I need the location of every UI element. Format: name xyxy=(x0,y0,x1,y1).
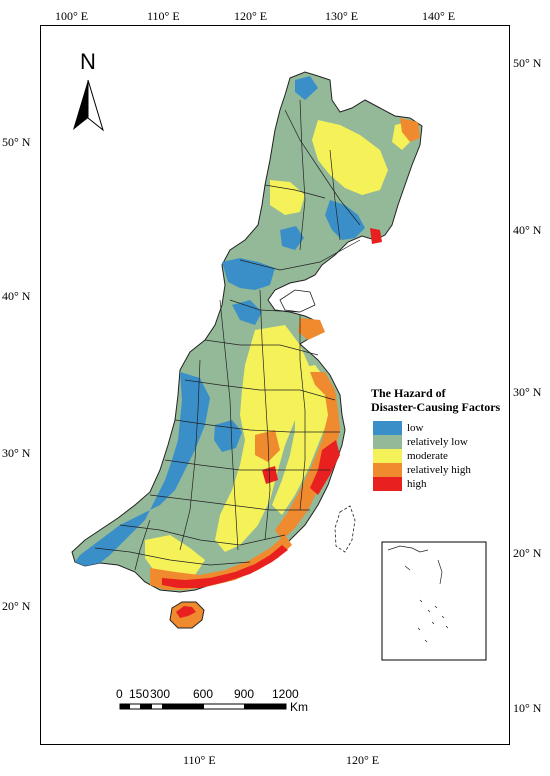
top-lon-label-120: 120° E xyxy=(234,9,268,23)
scale-unit: Km xyxy=(290,700,308,714)
legend-title-line2: Disaster-Causing Factors xyxy=(371,400,501,414)
top-lon-label-130: 130° E xyxy=(325,9,359,23)
legend-swatch-high xyxy=(373,477,402,491)
legend-label-low: low xyxy=(407,422,424,434)
right-lat-label-30: 30° N xyxy=(513,385,542,399)
legend-swatch-relatively-high xyxy=(373,463,402,477)
legend-title: The Hazard of Disaster-Causing Factors xyxy=(371,386,500,414)
scale-tick-300: 300 xyxy=(150,687,171,701)
zone-relhigh-south-coast xyxy=(150,535,292,590)
inset-coastline xyxy=(387,545,449,643)
legend-swatch-relatively-low xyxy=(373,435,402,449)
legend-swatch-low xyxy=(373,421,402,435)
zone-high-east xyxy=(310,440,340,495)
zone-moderate-northeast xyxy=(312,120,388,195)
left-lat-label-40: 40° N xyxy=(2,289,31,303)
legend-label-high: high xyxy=(407,478,427,490)
south-china-sea-inset xyxy=(381,541,487,661)
right-lat-label-40: 40° N xyxy=(513,223,542,237)
bohai-sea xyxy=(279,289,316,313)
zone-high-south xyxy=(162,545,288,588)
right-lat-label-50: 50° N xyxy=(513,56,542,70)
left-lat-label-20: 20° N xyxy=(2,599,31,613)
top-lon-label-110: 110° E xyxy=(147,9,180,23)
scale-tick-1200: 1200 xyxy=(272,687,299,701)
top-lon-label-140: 140° E xyxy=(422,9,456,23)
taiwan-outline xyxy=(334,505,356,553)
admin-boundaries xyxy=(94,99,361,571)
top-lon-label-100: 100° E xyxy=(55,9,89,23)
right-lat-label-10: 10° N xyxy=(513,701,542,715)
zone-moderate-coast xyxy=(272,365,332,515)
legend-label-relatively-low: relatively low xyxy=(407,436,468,448)
legend-swatch-moderate xyxy=(373,449,402,463)
zone-low-southwest xyxy=(75,372,210,566)
zone-low-northeast xyxy=(325,200,365,240)
legend-label-moderate: moderate xyxy=(407,450,448,462)
bottom-lon-label-110: 110° E xyxy=(183,753,216,767)
scale-bar-graphic xyxy=(119,703,287,710)
north-arrow-icon xyxy=(73,79,104,132)
scale-tick-150: 150 xyxy=(129,687,150,701)
legend-title-line1: The Hazard of xyxy=(371,386,446,400)
scale-tick-0: 0 xyxy=(116,687,123,701)
right-lat-label-20: 20° N xyxy=(513,546,542,560)
left-lat-label-50: 50° N xyxy=(2,135,31,149)
north-arrow-label: N xyxy=(80,49,96,74)
legend-label-relatively-high: relatively high xyxy=(407,464,471,476)
scale-tick-600: 600 xyxy=(193,687,214,701)
zone-low-northcentral xyxy=(222,258,275,290)
left-lat-label-30: 30° N xyxy=(2,446,31,460)
scale-tick-900: 900 xyxy=(234,687,255,701)
bottom-lon-label-120: 120° E xyxy=(346,753,380,767)
zone-moderate-north xyxy=(270,180,305,215)
